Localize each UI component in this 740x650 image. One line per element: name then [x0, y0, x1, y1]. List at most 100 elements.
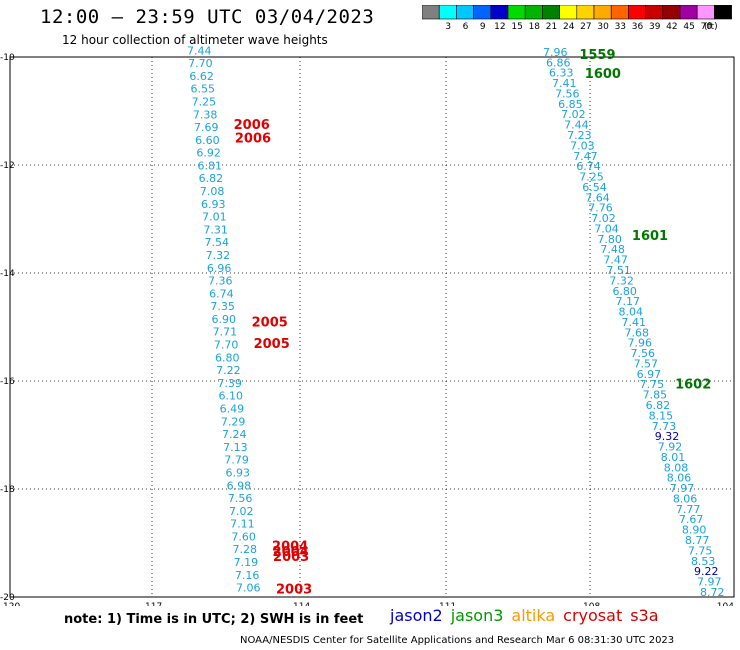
swh-value: 7.96 — [628, 337, 653, 350]
lon-tick-label: -108 — [580, 602, 601, 606]
map-title: 12:00 – 23:59 UTC 03/04/2023 — [40, 6, 375, 28]
colorbar: 3 6 9 12 15 18 21 24 27 30 33 36 39 42 45 70(ft) — [422, 5, 732, 32]
swh-value: 7.32 — [206, 249, 231, 262]
swh-value: 7.06 — [236, 582, 261, 595]
colorbar-label: 12 — [494, 22, 505, 32]
swh-value: 6.90 — [212, 313, 237, 326]
swh-value: 7.51 — [606, 264, 631, 277]
swh-value: 7.25 — [579, 171, 604, 184]
lat-tick-label: -16 — [0, 377, 15, 387]
swh-value: 6.74 — [209, 287, 234, 300]
swh-value: 7.56 — [631, 347, 656, 360]
swh-value: 6.10 — [219, 390, 244, 403]
swh-value: 7.75 — [688, 544, 713, 557]
swh-value: 7.24 — [222, 428, 247, 441]
time-label: 2005 — [252, 315, 288, 330]
swh-value: 8.90 — [682, 524, 707, 537]
colorbar-label: 9 — [480, 22, 486, 32]
map-subtitle: 12 hour collection of altimeter wave hei… — [62, 33, 328, 47]
swh-value: 6.54 — [582, 181, 607, 194]
swh-value: 7.48 — [600, 243, 625, 256]
colorbar-label: 15 — [511, 22, 522, 32]
swh-value: 7.25 — [192, 95, 217, 108]
lon-tick-label: -117 — [142, 602, 162, 606]
colorbar-label: 24 — [563, 22, 575, 32]
lon-tick-label: -120 — [0, 602, 20, 606]
swh-value: 6.97 — [637, 368, 662, 381]
swh-value: 7.44 — [564, 119, 589, 132]
swh-value: 7.47 — [603, 254, 628, 267]
time-label: 1559 — [579, 48, 615, 63]
swh-value: 6.93 — [226, 466, 251, 479]
swh-value: 7.03 — [570, 139, 595, 152]
swh-value: 7.38 — [193, 108, 218, 121]
swh-value: 7.77 — [676, 503, 701, 516]
swh-value: 6.81 — [198, 159, 223, 172]
time-label: 2006 — [235, 132, 271, 147]
swh-value: 7.17 — [615, 295, 640, 308]
swh-value: 6.62 — [189, 70, 214, 83]
swh-value: 8.01 — [661, 451, 686, 464]
swh-value: 7.41 — [552, 77, 577, 90]
colorbar-label: 18 — [529, 22, 541, 32]
swh-value: 8.04 — [618, 306, 643, 319]
lat-tick-label: -18 — [0, 485, 15, 495]
swh-value: 6.80 — [612, 285, 637, 298]
swh-value: 7.11 — [230, 518, 255, 531]
time-label: 2004 — [273, 545, 309, 560]
lon-tick-label: -111 — [436, 602, 456, 606]
time-label: 2006 — [234, 118, 270, 133]
swh-value: 7.70 — [188, 57, 213, 70]
swh-value: 7.97 — [670, 482, 695, 495]
swh-value: 6.82 — [199, 172, 224, 185]
time-label: 2005 — [254, 337, 290, 352]
swh-value: 7.13 — [223, 441, 248, 454]
swh-value: 7.92 — [658, 441, 683, 454]
swh-value: 8.77 — [685, 534, 710, 547]
swh-value: 8.53 — [691, 555, 716, 568]
swh-value: 7.70 — [214, 339, 239, 352]
legend-jason2: jason2 — [390, 606, 443, 625]
footnote: note: 1) Time is in UTC; 2) SWH is in fe… — [64, 612, 364, 627]
swh-value: 7.80 — [597, 233, 622, 246]
legend-altika: altika — [511, 606, 556, 625]
swh-value: 7.96 — [543, 46, 568, 59]
swh-value: 7.68 — [625, 326, 650, 339]
swh-value: 7.97 — [697, 576, 722, 589]
swh-value: 7.01 — [202, 211, 227, 224]
swh-value: 7.56 — [228, 492, 253, 505]
swh-value: 9.32 — [655, 430, 680, 443]
swh-value: 8.08 — [664, 461, 689, 474]
colorbar-bin — [714, 5, 732, 20]
swh-value: 6.86 — [546, 56, 571, 69]
swh-value: 7.57 — [634, 357, 659, 370]
swh-value: 6.55 — [191, 83, 216, 96]
swh-value: 6.82 — [646, 399, 671, 412]
swh-value: 7.02 — [591, 212, 616, 225]
colorbar-label: 30 — [597, 22, 609, 32]
swh-value: 7.73 — [652, 420, 677, 433]
colorbar-label: 21 — [546, 22, 557, 32]
swh-value: 7.36 — [208, 275, 233, 288]
lat-tick-label: -14 — [0, 269, 15, 279]
swh-value: 6.74 — [576, 160, 601, 173]
swh-value: 7.16 — [235, 569, 259, 582]
credit-line: NOAA/NESDIS Center for Satellite Applica… — [240, 635, 675, 646]
swh-value: 8.15 — [649, 409, 674, 422]
map-frame — [9, 56, 735, 598]
swh-value: 7.64 — [585, 191, 610, 204]
legend-cryosat: cryosat — [563, 606, 623, 625]
swh-value: 7.29 — [221, 415, 246, 428]
swh-value: 7.22 — [216, 364, 241, 377]
swh-value: 6.96 — [207, 262, 232, 275]
swh-value: 7.41 — [622, 316, 647, 329]
wave-height-map: -10 -12 -14 -16 -18 -20-120 -117 -114 -111 -108 -1… — [0, 44, 735, 606]
time-label: 2003 — [273, 550, 309, 565]
swh-value: 7.69 — [194, 121, 219, 134]
swh-value: 7.44 — [187, 44, 212, 57]
time-label: 1601 — [632, 229, 668, 244]
swh-value: 7.31 — [203, 223, 228, 236]
swh-value: 8.72 — [700, 586, 725, 599]
swh-value: 7.28 — [233, 543, 258, 556]
swh-value: 7.54 — [205, 236, 230, 249]
